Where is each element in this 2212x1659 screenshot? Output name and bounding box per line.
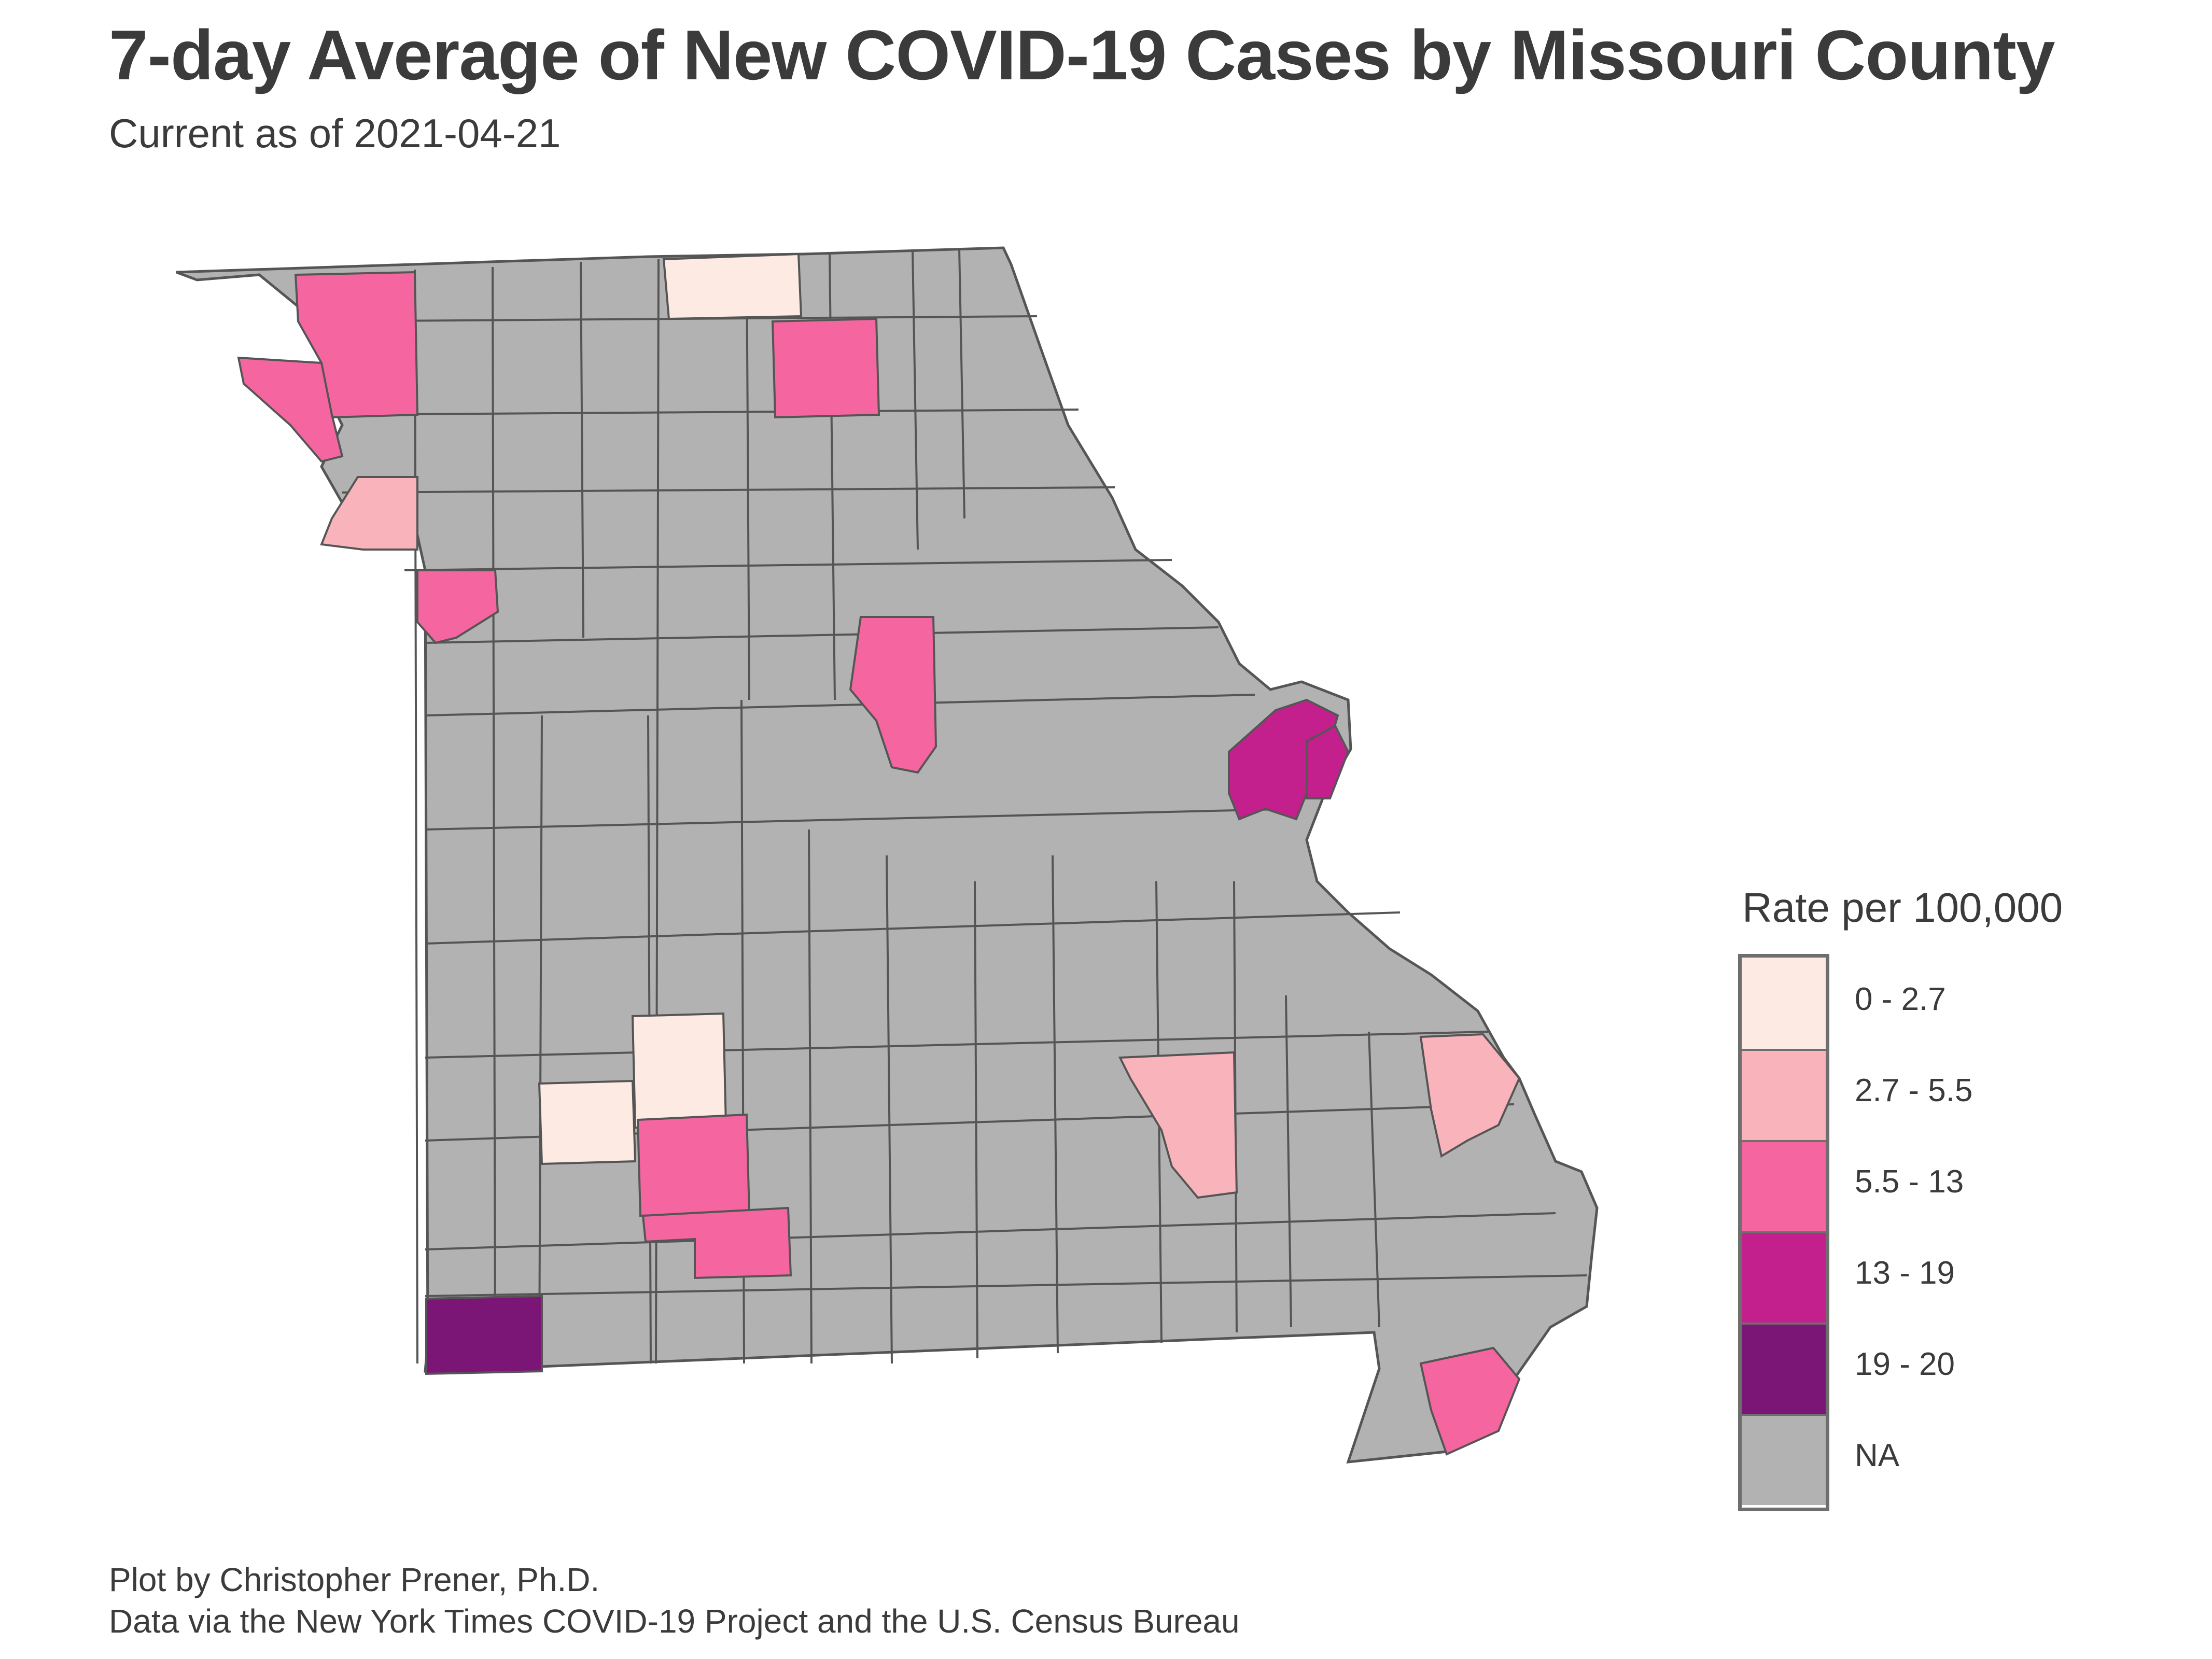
legend-label-3: 13 - 19 [1855,1255,1955,1291]
legend-swatch-2 [1742,1140,1826,1231]
county-cedar [631,1012,727,1129]
county-iron [1118,1051,1238,1199]
county-cape-girardeau [1419,1033,1521,1158]
county-greene [636,1113,751,1217]
caption-author: Plot by Christopher Prener, Ph.D. [109,1561,600,1598]
county-adair [771,317,880,419]
legend-label-1: 2.7 - 5.5 [1855,1073,1973,1108]
legend-swatch-0 [1742,958,1826,1049]
legend-label-5: NA [1855,1438,1900,1473]
legend-swatch-3 [1742,1231,1826,1323]
county-clay [416,569,499,644]
caption-source: Data via the New York Times COVID-19 Pro… [109,1602,1240,1640]
county-buchanan [320,476,418,551]
legend-swatch-5 [1742,1414,1826,1505]
colored-counties [237,252,1521,1456]
county-dade [538,1079,637,1165]
county-borders [316,248,1587,1364]
county-dunklin [1419,1346,1521,1456]
legend-label-4: 19 - 20 [1855,1346,1955,1382]
legend-label-2: 5.5 - 13 [1855,1164,1964,1200]
county-christian [641,1206,792,1280]
county-st-louis-city [1306,724,1350,799]
map-subtitle: Current as of 2021-04-21 [109,110,561,156]
county-mcdonald [425,1295,543,1375]
map-title: 7-day Average of New COVID-19 Cases by M… [109,16,2055,94]
county-holt [237,356,344,463]
legend-swatch-4 [1742,1323,1826,1414]
county-boone [849,616,937,774]
legend-title: Rate per 100,000 [1742,884,2063,931]
legend-swatch-1 [1742,1049,1826,1140]
county-schuyler [662,252,803,320]
legend-label-0: 0 - 2.7 [1855,981,1946,1017]
legend-swatches [1738,954,1829,1511]
